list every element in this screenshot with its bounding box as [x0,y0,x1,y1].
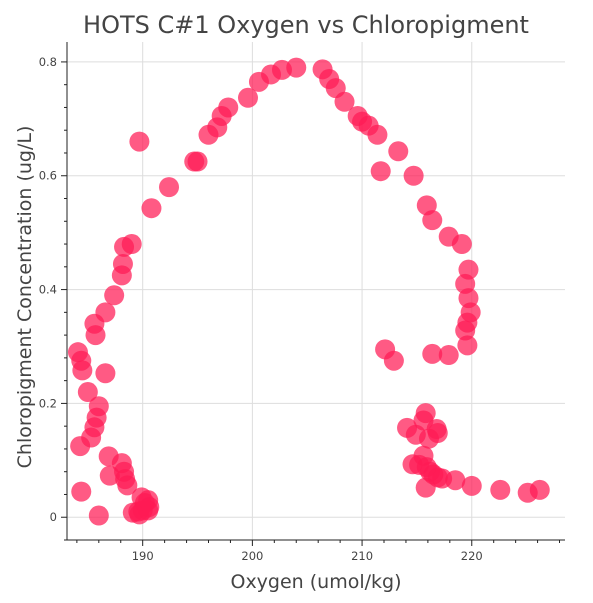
x-tick-label: 200 [241,549,263,563]
data-point [438,345,459,366]
data-point [457,335,478,356]
data-point [383,350,404,371]
chart-title: HOTS C#1 Oxygen vs Chloropigment [83,11,529,39]
data-point [367,124,388,145]
data-point [122,502,143,523]
data-point [88,505,109,526]
data-point [286,57,307,78]
data-point [98,446,119,467]
data-point [67,342,88,363]
data-point [71,481,92,502]
data-point [529,479,550,500]
y-tick-label: 0.2 [39,396,57,410]
y-tick-label: 0 [50,510,57,524]
data-point [334,91,355,112]
data-point [138,490,159,511]
data-point [455,320,476,341]
data-point [104,285,125,306]
axes [66,42,565,541]
data-point [99,465,120,486]
data-point [388,141,409,162]
data-point [422,343,443,364]
data-points [67,57,550,526]
y-tick-label: 0.4 [39,283,57,297]
data-point [77,382,98,403]
data-point [218,97,239,118]
data-point [129,131,150,152]
data-point [141,198,162,219]
data-point [445,470,466,491]
data-point [370,161,391,182]
y-tick-label: 0.6 [39,169,57,183]
y-tick-label: 0.8 [39,55,57,69]
data-point [461,475,482,496]
data-point [95,302,116,323]
x-tick-label: 190 [132,549,154,563]
data-point [422,210,443,231]
data-point [88,396,109,417]
data-point [490,479,511,500]
data-point [95,363,116,384]
data-point [121,234,142,255]
data-point [237,87,258,108]
data-point [159,177,180,198]
data-point [415,477,436,498]
x-tick-label: 220 [461,549,483,563]
x-tick-label: 210 [351,549,373,563]
x-axis-label: Oxygen (umol/kg) [230,571,401,593]
ticks: 190 200 210 220 0 0.2 0.4 0.6 0.8 [39,55,561,563]
data-point [427,423,448,444]
y-axis-label: Chloropigment Concentration (ug/L) [14,126,36,469]
data-point [187,151,208,172]
data-point [403,165,424,186]
data-point [112,253,133,274]
data-point [451,234,472,255]
